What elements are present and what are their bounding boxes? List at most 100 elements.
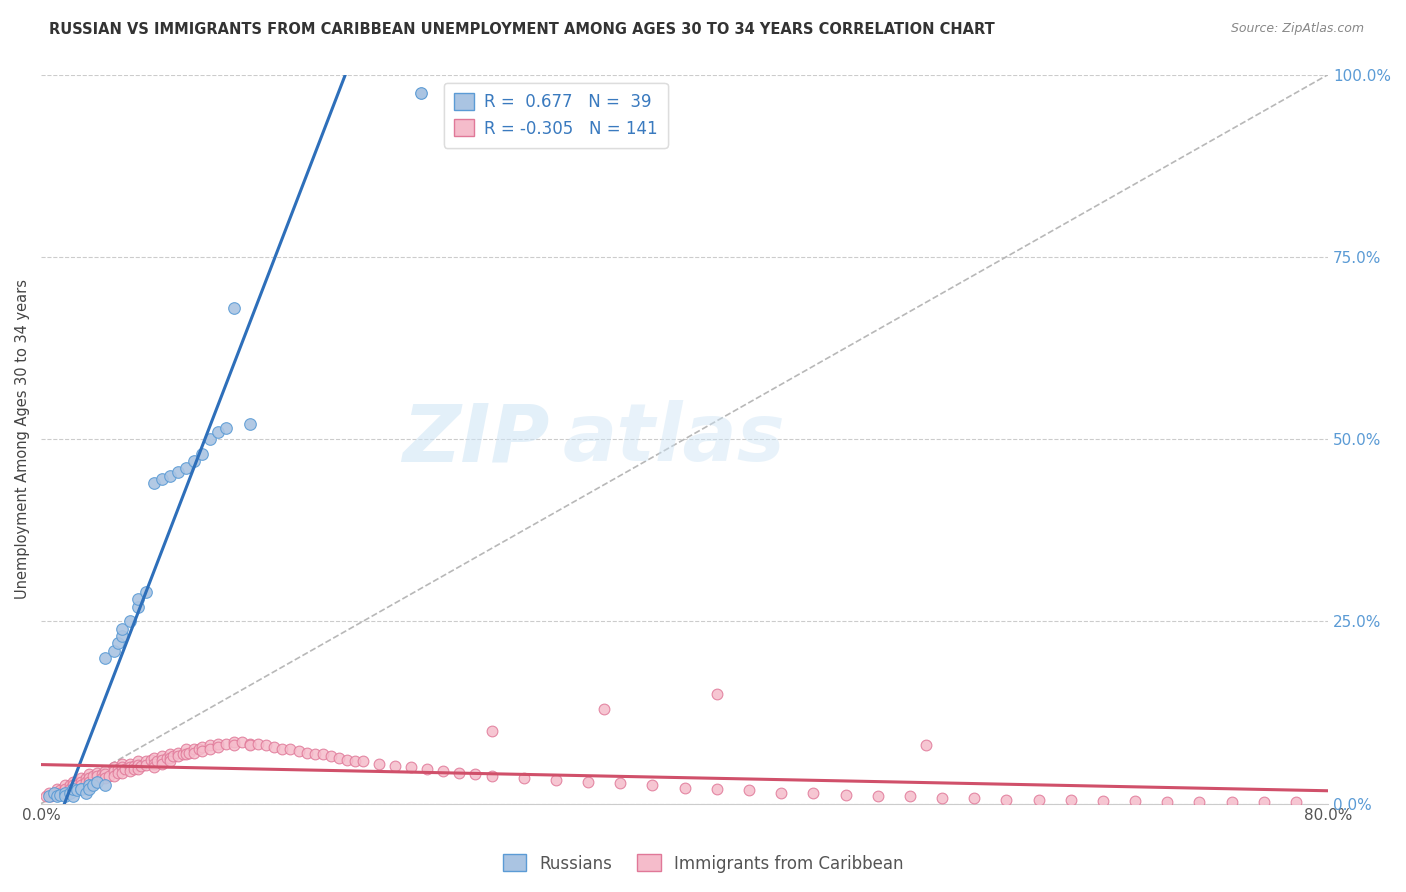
Point <box>91 767 114 781</box>
Point <box>91 771 114 785</box>
Point <box>62 774 84 789</box>
Point <box>150 753 173 767</box>
Point <box>1253 795 1275 809</box>
Point <box>319 749 342 764</box>
Point <box>150 749 173 764</box>
Point <box>103 764 125 778</box>
Point <box>304 747 326 761</box>
Point <box>46 789 69 804</box>
Point <box>110 766 132 780</box>
Point <box>46 782 69 797</box>
Point <box>49 788 72 802</box>
Point <box>207 739 229 754</box>
Point <box>127 755 149 769</box>
Point <box>118 615 141 629</box>
Point <box>239 417 262 432</box>
Point <box>42 786 65 800</box>
Point <box>110 629 132 643</box>
Point <box>166 465 188 479</box>
Point <box>94 650 117 665</box>
Point <box>146 755 169 769</box>
Point <box>738 783 761 797</box>
Point <box>150 756 173 771</box>
Point <box>191 447 214 461</box>
Text: atlas: atlas <box>562 401 785 478</box>
Point <box>97 769 120 783</box>
Point <box>94 778 117 792</box>
Point <box>416 762 439 776</box>
Point <box>53 782 76 797</box>
Point <box>70 771 93 785</box>
Legend: R =  0.677   N =  39, R = -0.305   N = 141: R = 0.677 N = 39, R = -0.305 N = 141 <box>444 83 668 147</box>
Point <box>1091 794 1114 808</box>
Point <box>127 592 149 607</box>
Point <box>86 774 108 789</box>
Point <box>142 475 165 490</box>
Point <box>505 86 527 100</box>
Point <box>49 783 72 797</box>
Point <box>142 756 165 771</box>
Point <box>834 788 856 802</box>
Point <box>79 782 101 797</box>
Point <box>198 432 221 446</box>
Point <box>155 751 177 765</box>
Point <box>207 737 229 751</box>
Point <box>963 790 986 805</box>
Point <box>254 739 277 753</box>
Point <box>271 742 294 756</box>
Point <box>641 778 664 792</box>
Point <box>142 751 165 765</box>
Point <box>1028 793 1050 807</box>
Point <box>481 723 503 738</box>
Point <box>231 734 253 748</box>
Point <box>135 585 157 599</box>
Point <box>103 760 125 774</box>
Point <box>263 739 285 754</box>
Point <box>898 789 921 804</box>
Point <box>311 747 333 761</box>
Point <box>70 774 93 789</box>
Point <box>162 749 184 764</box>
Point <box>59 782 82 797</box>
Point <box>593 702 616 716</box>
Point <box>35 789 58 804</box>
Point <box>70 782 93 797</box>
Point <box>94 764 117 778</box>
Point <box>114 762 136 776</box>
Point <box>75 786 97 800</box>
Point <box>198 739 221 753</box>
Point <box>215 737 238 751</box>
Point <box>159 755 181 769</box>
Point <box>49 786 72 800</box>
Point <box>1285 795 1308 809</box>
Point <box>191 739 214 754</box>
Point <box>38 786 60 800</box>
Point <box>107 636 129 650</box>
Point <box>129 758 152 772</box>
Legend: Russians, Immigrants from Caribbean: Russians, Immigrants from Caribbean <box>496 847 910 880</box>
Point <box>295 746 318 760</box>
Point <box>247 737 270 751</box>
Point <box>150 472 173 486</box>
Point <box>70 778 93 792</box>
Point <box>70 782 93 797</box>
Point <box>183 454 205 468</box>
Point <box>53 786 76 800</box>
Point <box>107 766 129 780</box>
Point <box>107 762 129 776</box>
Point <box>86 766 108 780</box>
Point <box>62 782 84 797</box>
Point <box>239 739 262 753</box>
Point <box>118 764 141 778</box>
Point <box>166 746 188 760</box>
Point <box>94 771 117 785</box>
Point <box>79 778 101 792</box>
Point <box>172 747 194 761</box>
Point <box>481 769 503 783</box>
Point <box>94 767 117 781</box>
Point <box>1156 795 1178 809</box>
Point <box>915 739 938 753</box>
Point <box>384 758 406 772</box>
Point <box>179 746 201 760</box>
Point <box>79 767 101 781</box>
